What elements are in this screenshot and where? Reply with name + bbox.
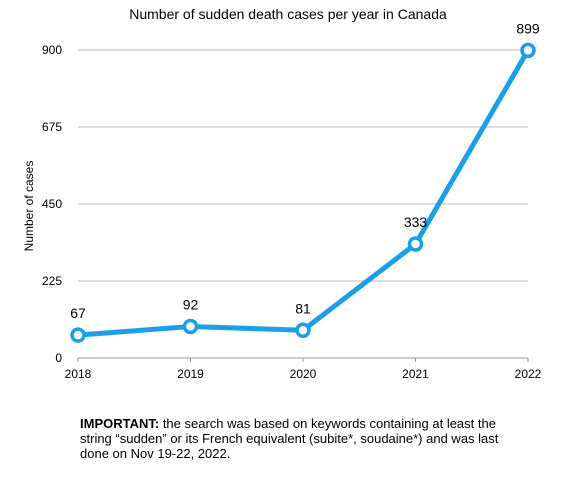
footnote-text: the search was based on keywords contain… [80,416,499,461]
y-tick-label: 225 [42,274,62,288]
y-axis-label: Number of cases [22,161,36,252]
line-chart: Number of sudden death cases per year in… [22,6,542,381]
y-tick-label: 450 [42,197,62,211]
chart-title: Number of sudden death cases per year in… [129,6,447,22]
data-point [70,327,86,343]
x-tick-label: 2020 [290,367,317,381]
x-tick-label: 2018 [65,367,92,381]
data-label: 81 [295,300,311,316]
x-tick-label: 2019 [177,367,204,381]
y-tick-label: 900 [42,43,62,57]
data-label: 92 [183,297,199,313]
data-point [182,318,199,335]
y-tick-label: 675 [42,120,62,134]
data-point [520,42,536,59]
data-point [407,236,424,252]
y-tick-label: 0 [55,351,62,365]
series-line [75,47,531,338]
x-tick-label: 2022 [515,367,542,381]
data-label: 899 [516,20,540,36]
data-point [295,322,311,339]
data-label: 67 [70,305,86,321]
footnote: IMPORTANT: the search was based on keywo… [80,416,500,461]
footnote-label: IMPORTANT: [80,416,160,431]
data-label: 333 [404,214,428,230]
x-tick-label: 2021 [402,367,429,381]
